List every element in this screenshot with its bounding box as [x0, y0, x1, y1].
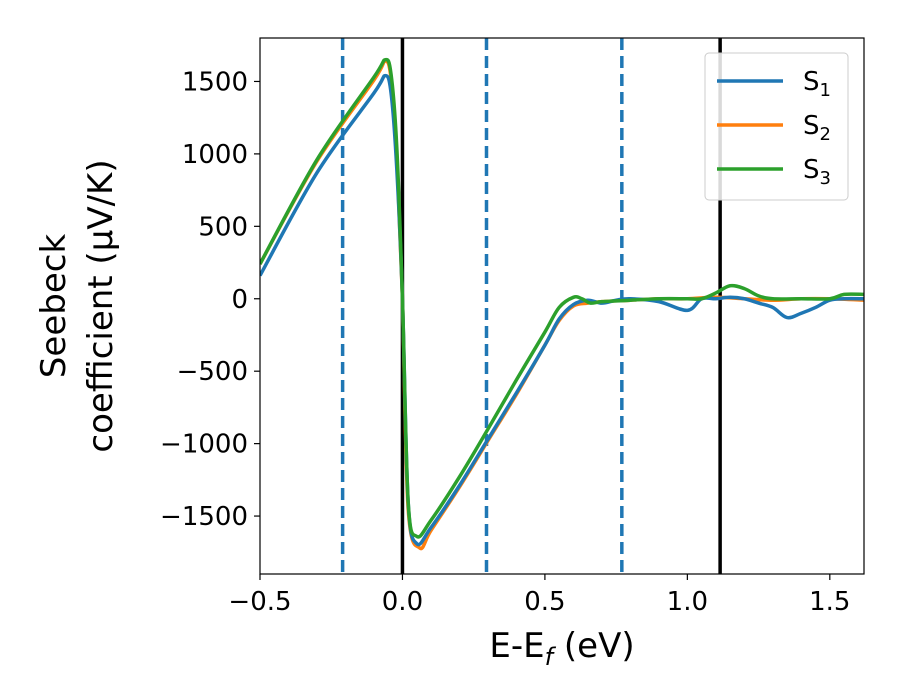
legend-label-s2: S2 — [803, 111, 831, 145]
plot-frame — [259, 37, 865, 575]
reference-lines — [340, 38, 722, 574]
y-axis-label-line1: Seebeck — [34, 234, 74, 379]
x-axis-ticks: −0.5 0.0 0.5 1.0 1.5 — [228, 574, 850, 617]
x-tick-label: −0.5 — [228, 587, 291, 617]
y-tick-label: 500 — [198, 212, 248, 242]
series-line-s3 — [260, 57, 864, 539]
y-tick-label: −1000 — [160, 430, 248, 460]
x-tick-label: 0.0 — [382, 587, 423, 617]
series-group — [260, 57, 864, 551]
y-axis-label-line2: coefficient (μV/K) — [81, 159, 121, 452]
y-tick-label: −1500 — [160, 502, 248, 532]
y-tick-label: 0 — [231, 285, 248, 315]
x-axis-label: E-Ef (eV) — [489, 626, 634, 671]
legend-label-s1: S1 — [803, 67, 831, 101]
x-tick-label: 0.5 — [524, 587, 565, 617]
x-tick-label: 1.5 — [809, 587, 850, 617]
legend: S1 S2 S3 — [704, 52, 849, 201]
legend-label-s3: S3 — [803, 155, 831, 189]
y-tick-label: 1000 — [182, 140, 248, 170]
x-tick-label: 1.0 — [667, 587, 708, 617]
y-axis-ticks: −1500 −1000 −500 0 500 1000 1500 — [160, 67, 260, 532]
y-tick-label: 1500 — [182, 67, 248, 97]
y-tick-label: −500 — [177, 357, 248, 387]
y-axis-label: Seebeck coefficient (μV/K) — [34, 159, 121, 452]
